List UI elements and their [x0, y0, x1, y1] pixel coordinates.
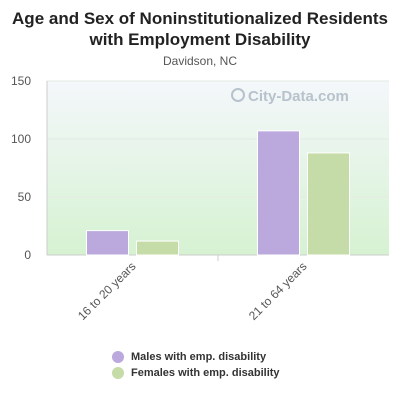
- chart-title: Age and Sex of Noninstitutionalized Resi…: [12, 9, 388, 49]
- y-tick-label: 150: [11, 74, 31, 88]
- legend-label-males: Males with emp. disability: [131, 351, 267, 363]
- watermark-text: City-Data.com: [248, 88, 349, 105]
- bar-females-0: [136, 240, 179, 256]
- y-tick-label: 100: [11, 132, 31, 146]
- y-tick-label: 0: [24, 248, 31, 262]
- watermark: City-Data.com: [231, 88, 349, 105]
- legend-label-females: Females with emp. disability: [131, 367, 280, 379]
- bar-females-1: [307, 152, 350, 256]
- legend-item-males: Males with emp. disability: [112, 349, 280, 365]
- watermark-icon: [231, 88, 245, 102]
- chart-subtitle: Davidson, NC: [162, 54, 238, 68]
- legend-item-females: Females with emp. disability: [112, 365, 280, 381]
- x-category-label: 16 to 20 years: [75, 259, 139, 323]
- legend: Males with emp. disability Females with …: [112, 349, 280, 381]
- legend-swatch-females: [112, 367, 124, 379]
- y-tick-label: 50: [18, 190, 32, 204]
- bar-males-0: [86, 230, 129, 256]
- bar-males-1: [257, 130, 300, 256]
- x-category-label: 21 to 64 years: [246, 259, 310, 323]
- legend-swatch-males: [112, 351, 124, 363]
